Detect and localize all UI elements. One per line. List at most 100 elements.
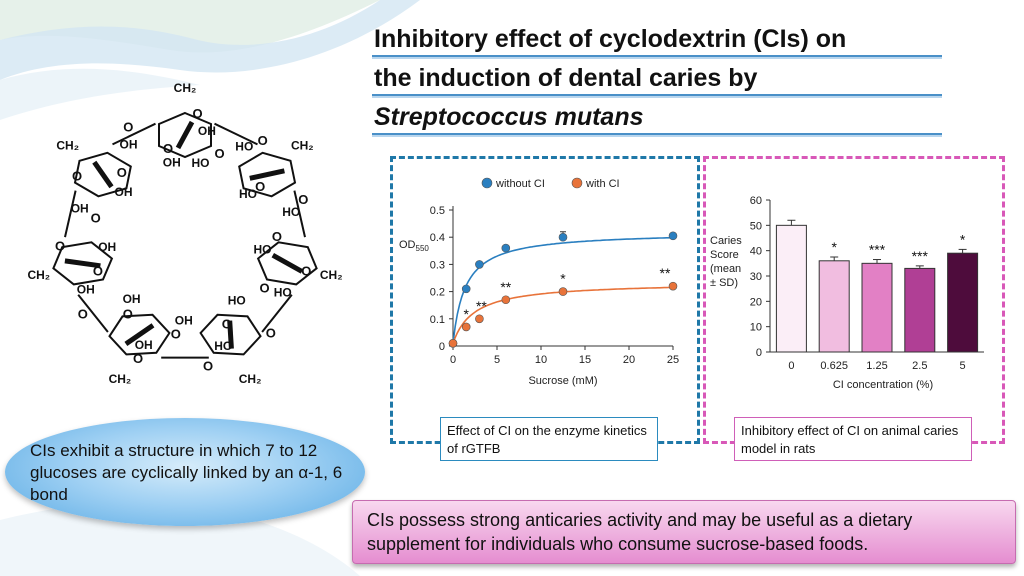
x-tick-label: 10	[535, 354, 547, 366]
atom-label: O	[117, 165, 127, 180]
significance-mark: **	[500, 279, 511, 295]
atom-label: CH₂	[174, 81, 197, 95]
y-tick-label: 0.3	[430, 259, 445, 271]
atom-label: O	[301, 264, 311, 279]
atom-label: O	[78, 307, 88, 322]
atom-label: HO	[192, 156, 210, 170]
enzyme-kinetics-chart: 0 0.1 0.2 0.3 0.4 0.5 0 5 10 15 20 25 Sucrose (mM) OD…	[399, 177, 679, 387]
data-point	[558, 232, 568, 242]
atom-label: O	[163, 141, 173, 156]
y-tick-label: 0.5	[430, 205, 445, 217]
atom-label: CH₂	[27, 268, 50, 282]
x-tick-label: 0	[450, 354, 456, 366]
atom-label: CH₂	[56, 139, 79, 153]
atom-label: O	[298, 192, 308, 207]
molecule-bonds	[52, 111, 318, 359]
x-tick-label: 15	[579, 354, 591, 366]
atom-label: OH	[135, 338, 153, 352]
atom-label: O	[222, 317, 232, 332]
data-point	[668, 281, 678, 291]
data-point	[461, 322, 471, 332]
x-axis-label: CI concentration (%)	[833, 379, 933, 391]
atom-label: O	[55, 239, 65, 254]
atom-label: HO	[235, 140, 253, 154]
data-point	[668, 231, 678, 241]
significance-mark: **	[660, 265, 671, 281]
significance-mark: ***	[912, 248, 929, 264]
atom-label: HO	[214, 339, 232, 353]
bar	[775, 224, 807, 353]
atom-label: HO	[254, 243, 272, 257]
bar	[904, 267, 936, 353]
conclusion-box: CIs possess strong anticaries activity a…	[352, 500, 1016, 564]
x-tick-label: 25	[667, 354, 679, 366]
y-axis-label: Score	[710, 249, 739, 261]
y-tick-label: 0.2	[430, 287, 445, 299]
y-tick-label: 0.1	[430, 314, 445, 326]
atom-label: O	[203, 358, 213, 373]
title-line-3: Streptococcus mutans	[372, 102, 942, 135]
atom-label: O	[93, 263, 103, 278]
atom-label: HO	[228, 294, 246, 308]
atom-label: OH	[120, 138, 138, 152]
x-axis-label: Sucrose (mM)	[528, 375, 597, 387]
atom-label: CH₂	[320, 268, 343, 282]
significance-mark: **	[476, 298, 487, 314]
atom-label: CH₂	[239, 372, 262, 386]
enzyme-kinetics-caption: Effect of CI on the enzyme kinetics of r…	[440, 417, 658, 461]
y-tick-label: 40	[750, 246, 762, 258]
y-tick-label: 30	[750, 271, 762, 283]
y-axis-label: (mean	[710, 263, 741, 275]
legend-label: without CI	[495, 178, 545, 190]
data-point	[475, 260, 484, 269]
atom-label: O	[123, 119, 133, 134]
bar	[861, 262, 893, 353]
atom-label: O	[272, 229, 282, 244]
legend-marker	[571, 177, 583, 189]
atom-label: O	[91, 210, 101, 225]
y-tick-label: 10	[750, 322, 762, 334]
data-point	[501, 295, 511, 305]
y-tick-label: 20	[750, 296, 762, 308]
atom-label: OH	[123, 292, 141, 306]
atom-label: O	[192, 106, 202, 121]
y-tick-label: 50	[750, 220, 762, 232]
structure-note-ellipse	[5, 418, 365, 526]
significance-mark: *	[960, 231, 966, 247]
significance-mark: *	[560, 271, 566, 287]
data-point	[448, 338, 458, 348]
caries-model-caption: Inhibitory effect of CI on animal caries…	[734, 417, 972, 461]
atom-label: HO	[282, 205, 300, 219]
atom-label: O	[72, 169, 82, 184]
cyclodextrin-structure: CH₂CH₂CH₂CH₂CH₂CH₂CH₂OOOOOOOOOOOOOOOOOOO…	[27, 81, 343, 386]
atom-label: O	[133, 351, 143, 366]
title-line-2: the induction of dental caries by	[372, 63, 942, 96]
atom-label: OH	[115, 185, 133, 199]
data-point	[461, 284, 471, 294]
y-axis-label: Caries	[710, 235, 742, 247]
atom-label: O	[215, 146, 225, 161]
x-tick-label: 20	[623, 354, 635, 366]
atom-label: OH	[163, 156, 181, 170]
caries-score-chart: 0 10 20 30 40 50 60 Caries Score (mean ± SD) 0 * 0.62…	[710, 195, 984, 391]
data-point	[501, 243, 511, 253]
atom-label: OH	[98, 240, 116, 254]
significance-mark: ***	[869, 242, 886, 258]
legend-marker	[481, 177, 493, 189]
atom-label: OH	[198, 124, 216, 138]
bar	[947, 252, 979, 353]
significance-mark: *	[463, 306, 469, 322]
atom-label: OH	[175, 314, 193, 328]
significance-mark: *	[831, 239, 837, 255]
atom-label: OH	[77, 283, 95, 297]
x-tick-label: 0	[788, 360, 794, 372]
bar	[818, 260, 850, 353]
x-tick-label: 5	[494, 354, 500, 366]
y-tick-label: 60	[750, 195, 762, 207]
title-block: Inhibitory effect of cyclodextrin (CIs) …	[372, 24, 942, 141]
y-tick-label: 0.4	[430, 232, 445, 244]
legend-label: with CI	[585, 178, 620, 190]
atom-label: O	[258, 133, 268, 148]
atom-label: O	[171, 326, 181, 341]
